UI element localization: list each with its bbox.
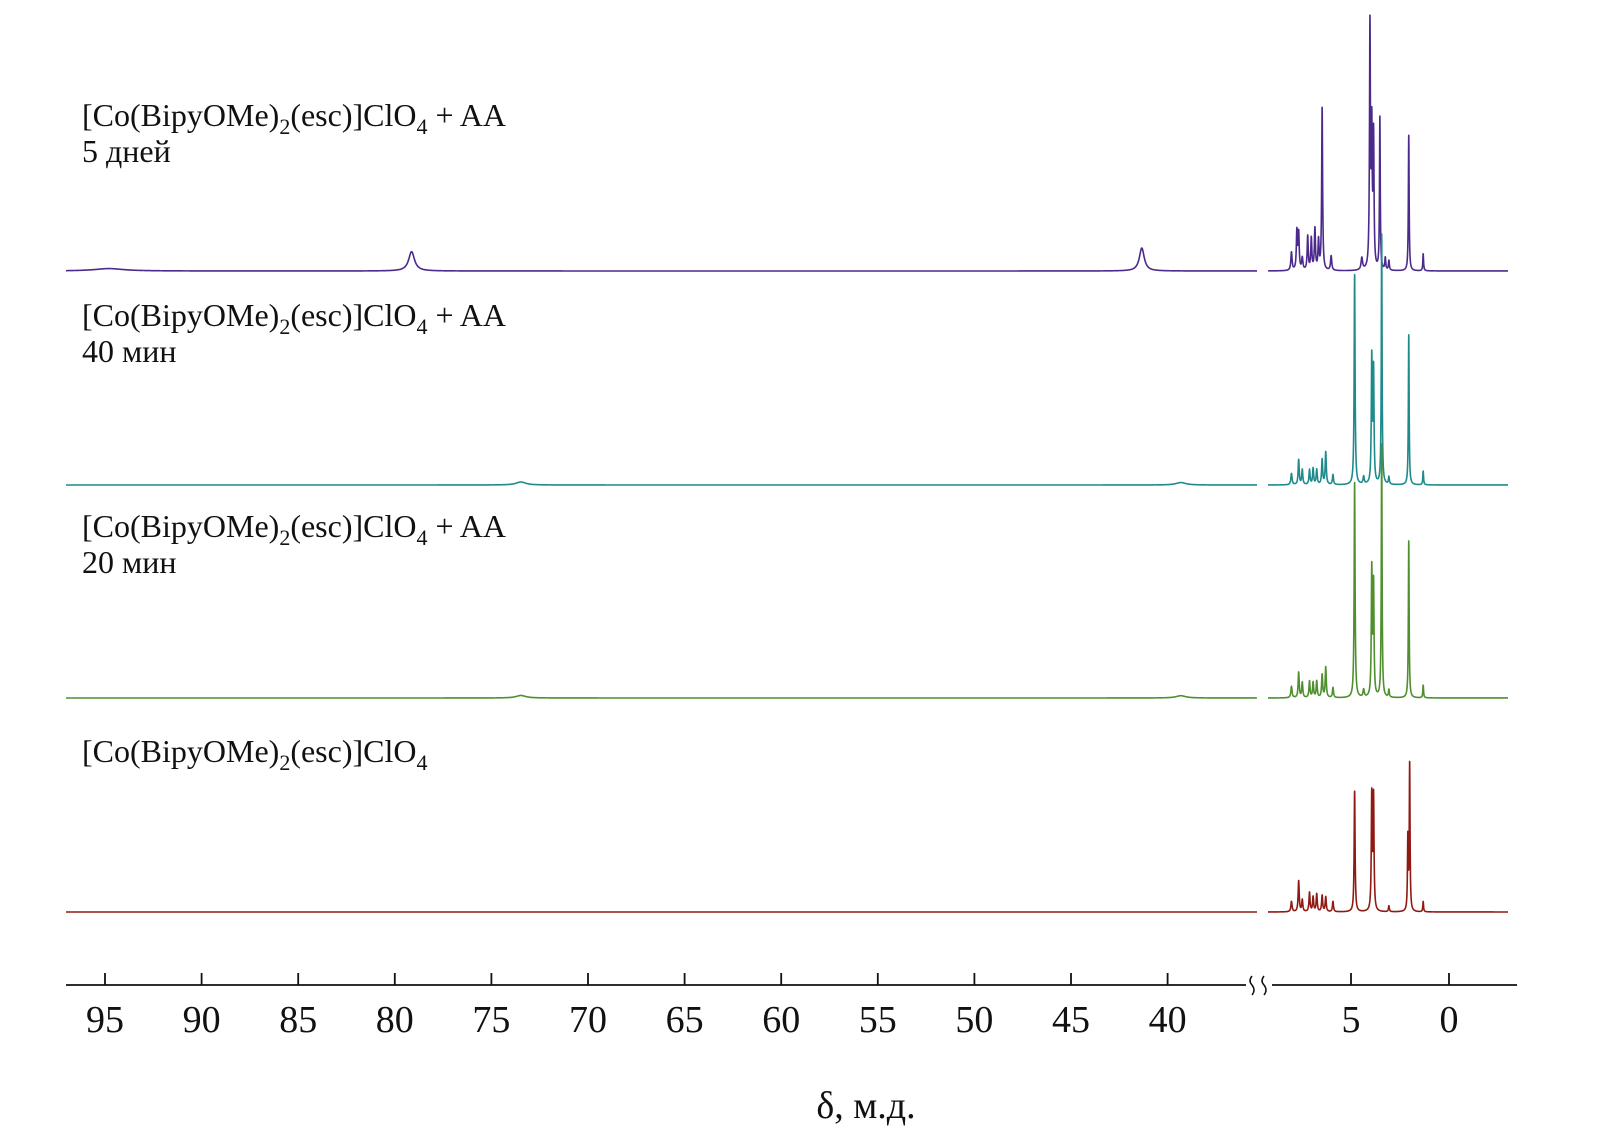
trace-label-formula-2: [Co(BipyOMe)2(esc)]ClO4 + AA: [82, 297, 506, 339]
x-tick-label-80: 80: [376, 999, 414, 1041]
x-tick-label-70: 70: [569, 999, 607, 1041]
spectrum-series-2: [65, 233, 1509, 486]
axis-break-mark-1: [1249, 975, 1255, 996]
x-tick-label-90: 90: [183, 999, 221, 1041]
x-axis: 95 90 85 80 75 70 65 60 55 50 45 40 5 0: [66, 973, 1517, 1041]
x-tick-label-55: 55: [859, 999, 897, 1041]
spectrum-series-3: [65, 443, 1509, 699]
x-tick-label-0: 0: [1440, 999, 1459, 1041]
x-tick-label-5: 5: [1342, 999, 1361, 1041]
spectrum-line-3-segment-2: [1267, 443, 1509, 699]
trace-label-formula-3: [Co(BipyOMe)2(esc)]ClO4 + AA: [82, 508, 506, 550]
axis-break-mark-2: [1261, 975, 1267, 996]
trace-label-formula-1: [Co(BipyOMe)2(esc)]ClO4 + AA: [82, 97, 506, 139]
x-tick-label-45: 45: [1052, 999, 1090, 1041]
spectrum-line-3-segment-1: [65, 694, 1258, 699]
spectra-traces: [65, 14, 1509, 913]
spectrum-line-1-segment-1: [65, 247, 1258, 272]
trace-label-time-1: 5 дней: [82, 133, 171, 169]
x-tick-label-85: 85: [279, 999, 317, 1041]
x-tick-label-60: 60: [762, 999, 800, 1041]
x-tick-label-40: 40: [1149, 999, 1187, 1041]
x-tick-label-75: 75: [472, 999, 510, 1041]
trace-label-formula-4: [Co(BipyOMe)2(esc)]ClO4: [82, 733, 427, 775]
spectrum-series-4: [65, 760, 1509, 913]
spectrum-line-2-segment-2: [1267, 233, 1509, 486]
x-tick-label-65: 65: [666, 999, 704, 1041]
x-tick-label-50: 50: [955, 999, 993, 1041]
trace-labels: [Co(BipyOMe)2(esc)]ClO4 + AA5 дней[Co(Bi…: [82, 97, 506, 775]
x-axis-title: δ, м.д.: [816, 1085, 915, 1127]
spectrum-line-1-segment-2: [1267, 14, 1509, 272]
x-tick-label-95: 95: [86, 999, 124, 1041]
spectrum-line-4-segment-2: [1267, 760, 1509, 913]
spectrum-line-2-segment-1: [65, 481, 1258, 486]
spectrum-series-1: [65, 14, 1509, 272]
trace-label-time-3: 20 мин: [82, 544, 177, 580]
trace-label-time-2: 40 мин: [82, 333, 177, 369]
